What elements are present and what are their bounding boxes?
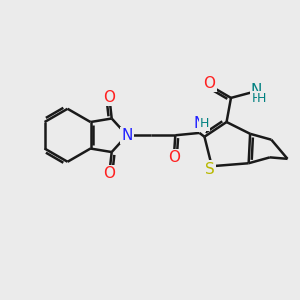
Text: N: N [251,83,262,98]
Text: O: O [103,90,115,105]
Text: N: N [121,128,133,143]
Text: N: N [194,116,205,131]
Text: O: O [168,150,180,165]
Text: H: H [257,92,267,105]
Text: H: H [200,117,209,130]
Text: S: S [206,162,215,177]
Text: O: O [103,166,115,181]
Text: H: H [252,92,261,105]
Text: O: O [203,76,215,91]
